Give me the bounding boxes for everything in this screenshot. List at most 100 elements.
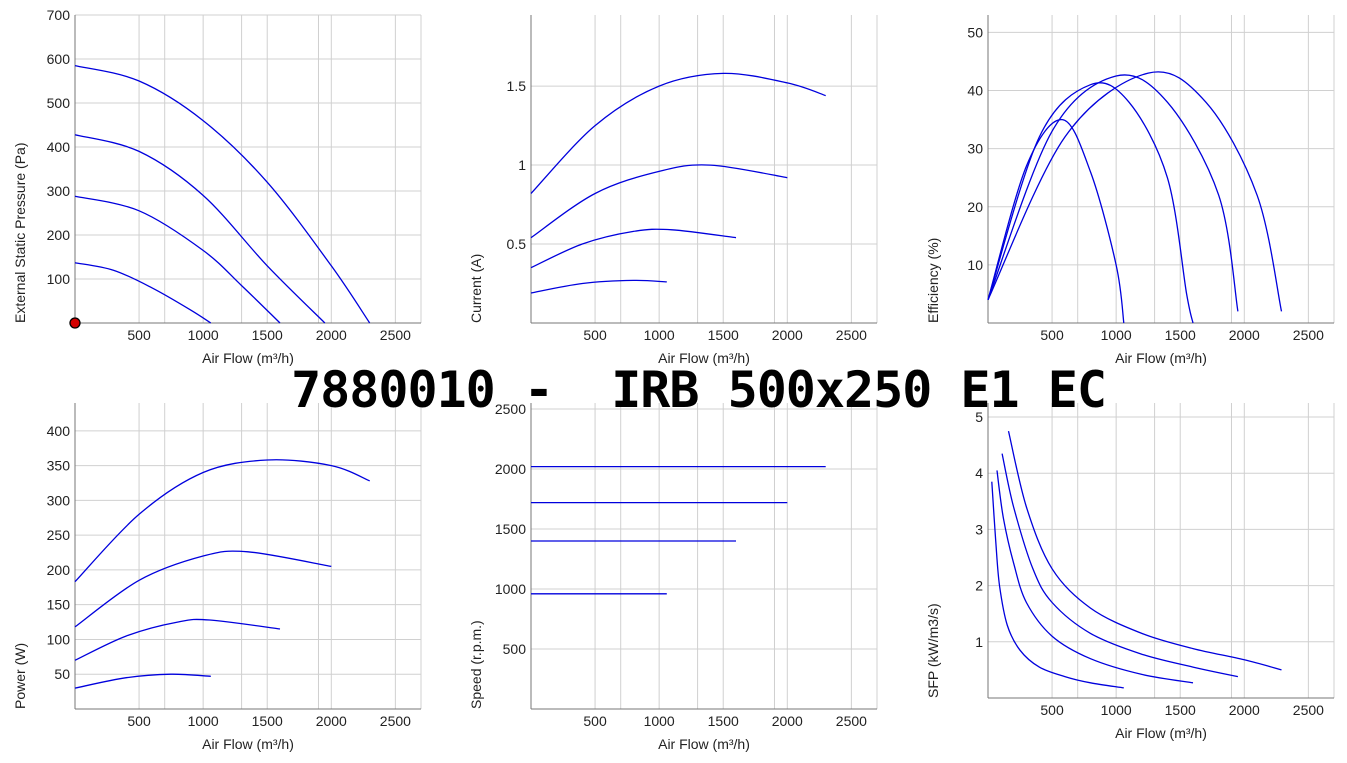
- y-tick-label: 2500: [495, 401, 526, 417]
- x-axis-label: Air Flow (m³/h): [202, 350, 294, 366]
- y-tick-label: 1: [518, 157, 526, 173]
- y-tick-label: 30: [967, 141, 983, 157]
- series-line-3: [987, 74, 1239, 312]
- series-line-3: [74, 618, 281, 661]
- x-tick-label: 2500: [380, 713, 411, 729]
- x-axis-label: Air Flow (m³/h): [1115, 725, 1207, 741]
- chart-panel-3: 500 1000 1500 2000 2500 10 20 30 40 50 Air Flow (m…: [925, 15, 1335, 366]
- x-tick-label: 2500: [380, 327, 411, 343]
- series-line-1: [991, 481, 1124, 689]
- x-tick-label: 1500: [252, 713, 283, 729]
- series-line-3: [1001, 453, 1239, 678]
- y-tick-label: 0.5: [507, 236, 527, 252]
- x-tick-label: 500: [1040, 327, 1064, 343]
- x-tick-label: 1500: [1165, 327, 1196, 343]
- y-tick-label: 200: [47, 227, 71, 243]
- y-tick-label: 5: [975, 409, 983, 425]
- y-axis-label: Current (A): [468, 254, 484, 323]
- y-axis-label: Efficiency (%): [925, 238, 941, 323]
- y-axis-label: Speed (r.p.m.): [468, 620, 484, 709]
- y-tick-label: 10: [967, 257, 983, 273]
- y-tick-label: 150: [47, 597, 71, 613]
- y-tick-label: 40: [967, 83, 983, 99]
- chart-panel-4: 500 1000 1500 2000 2500 50 100 150 200 250 300 350 4…: [12, 403, 422, 752]
- y-tick-label: 700: [47, 7, 71, 23]
- series-line-2: [74, 134, 326, 324]
- x-tick-label: 2000: [316, 327, 347, 343]
- x-tick-label: 2500: [836, 327, 867, 343]
- x-tick-label: 1500: [252, 327, 283, 343]
- chart-panel-1: 500 1000 1500 2000 2500 100 200 300 400 500 600 700…: [12, 7, 422, 366]
- x-tick-label: 1000: [188, 327, 219, 343]
- x-axis-label: Air Flow (m³/h): [658, 350, 750, 366]
- x-tick-label: 2000: [1229, 327, 1260, 343]
- y-tick-label: 400: [47, 423, 71, 439]
- series-line-4: [74, 673, 211, 689]
- x-tick-label: 1000: [644, 327, 675, 343]
- series-line-1: [530, 72, 826, 194]
- y-axis-label: SFP (kW/m3/s): [925, 603, 941, 698]
- series-line-4: [987, 71, 1283, 312]
- chart-panel-5: 500 1000 1500 2000 2500 500 1000 1500 2000 2500 Ai…: [468, 401, 878, 752]
- x-tick-label: 1500: [708, 327, 739, 343]
- x-tick-label: 2500: [1293, 327, 1324, 343]
- series-line-4: [1007, 430, 1282, 671]
- y-tick-label: 4: [975, 465, 983, 481]
- x-tick-label: 500: [127, 713, 151, 729]
- x-tick-label: 2000: [316, 713, 347, 729]
- y-tick-label: 1: [975, 634, 983, 650]
- series-line-1: [74, 64, 371, 324]
- x-tick-label: 1500: [1165, 702, 1196, 718]
- chart-panel-6: 500 1000 1500 2000 2500 1 2 3 4 5 Air Flow (m³/h) S…: [925, 403, 1335, 741]
- x-tick-label: 1500: [708, 713, 739, 729]
- y-tick-label: 1.5: [507, 78, 527, 94]
- y-tick-label: 1500: [495, 521, 526, 537]
- x-tick-label: 1000: [644, 713, 675, 729]
- x-tick-label: 2500: [836, 713, 867, 729]
- x-tick-label: 1000: [1101, 327, 1132, 343]
- series-line-1: [987, 118, 1125, 324]
- series-line-2: [530, 164, 788, 239]
- x-tick-label: 500: [583, 713, 607, 729]
- y-axis-label: External Static Pressure (Pa): [12, 142, 28, 323]
- y-tick-label: 250: [47, 527, 71, 543]
- series-line-3: [530, 228, 737, 269]
- y-tick-label: 50: [54, 666, 70, 682]
- series-line-2: [996, 470, 1194, 684]
- y-tick-label: 20: [967, 199, 983, 215]
- y-tick-label: 500: [503, 641, 527, 657]
- y-tick-label: 3: [975, 521, 983, 537]
- x-axis-label: Air Flow (m³/h): [658, 736, 750, 752]
- x-tick-label: 2000: [772, 713, 803, 729]
- page-title: 7880010 - IRB 500x250 E1 EC: [291, 361, 1107, 419]
- x-tick-label: 2000: [772, 327, 803, 343]
- y-tick-label: 500: [47, 95, 71, 111]
- x-tick-label: 500: [1040, 702, 1064, 718]
- y-tick-label: 1000: [495, 581, 526, 597]
- y-tick-label: 100: [47, 631, 71, 647]
- y-tick-label: 600: [47, 51, 71, 67]
- series-line-2: [74, 550, 332, 628]
- series-line-3: [74, 195, 281, 324]
- y-tick-label: 50: [967, 24, 983, 40]
- x-tick-label: 1000: [188, 713, 219, 729]
- y-tick-label: 350: [47, 458, 71, 474]
- y-tick-label: 100: [47, 271, 71, 287]
- x-tick-label: 500: [583, 327, 607, 343]
- y-tick-label: 400: [47, 139, 71, 155]
- y-tick-label: 300: [47, 183, 71, 199]
- x-tick-label: 2500: [1293, 702, 1324, 718]
- series-line-2: [987, 82, 1194, 324]
- series-line-4: [74, 262, 212, 324]
- y-tick-label: 200: [47, 562, 71, 578]
- y-tick-label: 300: [47, 492, 71, 508]
- x-axis-label: Air Flow (m³/h): [1115, 350, 1207, 366]
- x-tick-label: 1000: [1101, 702, 1132, 718]
- x-tick-label: 2000: [1229, 702, 1260, 718]
- y-tick-label: 2000: [495, 461, 526, 477]
- series-line-4: [530, 279, 667, 294]
- chart-panel-2: 500 1000 1500 2000 2500 0.5 1 1.5 Air Flow (m³/h…: [468, 15, 878, 366]
- x-axis-label: Air Flow (m³/h): [202, 736, 294, 752]
- y-tick-label: 2: [975, 578, 983, 594]
